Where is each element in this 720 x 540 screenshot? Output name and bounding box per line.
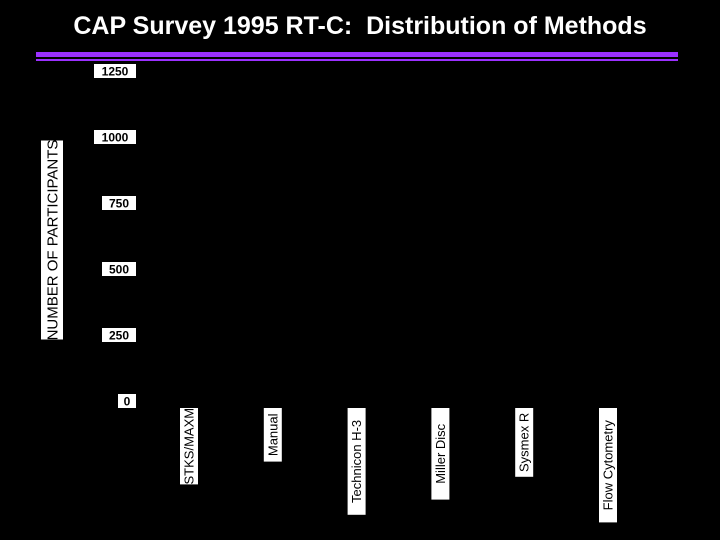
y-axis-title-text: NUMBER OF PARTICIPANTS	[45, 140, 62, 341]
y-tick-text: 1250	[102, 65, 129, 79]
y-tick-box	[118, 394, 136, 408]
y-tick-text: 500	[109, 263, 129, 277]
x-category-label: Sysmex R	[515, 408, 534, 477]
x-category-label: Technicon H-3	[347, 407, 366, 515]
x-category-label: Manual	[263, 407, 282, 462]
x-category-text: Miller Disc	[433, 423, 448, 483]
x-category-box	[347, 407, 366, 515]
y-tick-label: 250	[102, 328, 136, 343]
y-tick-label: 1250	[94, 64, 136, 79]
y-tick-text: 0	[124, 395, 131, 409]
y-tick-box	[102, 196, 136, 210]
y-tick-label: 500	[102, 262, 136, 277]
x-category-label: Flow Cytometry	[599, 408, 617, 523]
x-category-label: STKS/MAXM	[180, 408, 198, 485]
y-tick-box	[94, 130, 136, 144]
title-divider-thick	[36, 52, 678, 57]
y-tick-label: 750	[102, 196, 136, 211]
x-category-text: Sysmex R	[517, 413, 532, 472]
y-tick-box	[94, 64, 136, 78]
y-tick-label: 1000	[94, 130, 136, 145]
chart-title: CAP Survey 1995 RT-C: Distribution of Me…	[73, 12, 647, 40]
y-axis-title: NUMBER OF PARTICIPANTS	[41, 140, 63, 341]
x-category-text: Manual	[265, 413, 280, 456]
x-category-box	[599, 408, 617, 523]
x-category-box	[515, 408, 534, 477]
y-axis-title-box	[41, 140, 63, 340]
y-tick-label: 0	[118, 394, 136, 409]
x-category-box	[263, 407, 282, 462]
y-tick-box	[102, 328, 136, 342]
x-category-box	[431, 407, 450, 500]
x-category-text: STKS/MAXM	[182, 408, 197, 485]
x-category-text: Technicon H-3	[349, 420, 364, 503]
y-tick-text: 1000	[102, 131, 129, 145]
y-tick-text: 250	[109, 329, 129, 343]
x-category-box	[180, 408, 198, 485]
x-category-text: Flow Cytometry	[601, 420, 616, 511]
y-tick-text: 750	[109, 197, 129, 211]
x-category-label: Miller Disc	[431, 407, 450, 500]
title-divider-thin	[36, 59, 678, 61]
y-tick-box	[102, 262, 136, 276]
